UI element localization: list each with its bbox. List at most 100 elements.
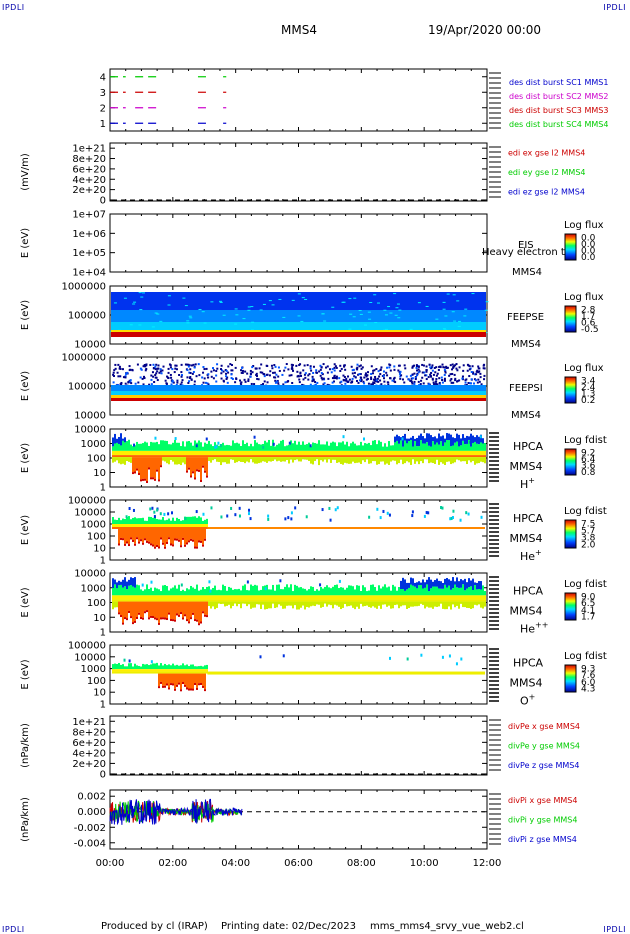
spectrogram-cell — [438, 444, 440, 451]
spectrogram-cell — [457, 325, 461, 327]
spectrogram-cell — [468, 457, 470, 461]
spectrogram-cell — [424, 455, 426, 458]
spectrogram-cell — [430, 446, 432, 451]
spectrogram-cell — [126, 441, 128, 451]
spectrogram-cell — [120, 450, 122, 456]
spectrogram-cell — [279, 579, 282, 583]
spectrogram-cell — [344, 589, 346, 596]
spectrogram-cell — [228, 455, 230, 458]
spectrogram-cell — [394, 457, 396, 461]
spectrogram-cell — [458, 434, 460, 447]
panel-7-colorbar-tick: 7.5 — [581, 520, 595, 530]
spectrogram-cell — [156, 662, 158, 670]
spectrogram-cell — [176, 517, 178, 524]
spectrogram-cell — [416, 455, 418, 458]
spectrogram-cell — [150, 601, 152, 616]
spectrogram-cell — [174, 529, 176, 539]
spectrogram-cell — [442, 601, 444, 609]
spectrogram-cell — [376, 444, 378, 451]
spectrogram-cell — [188, 666, 190, 670]
spectrogram-cell — [425, 365, 428, 368]
spectrogram-cell — [422, 436, 424, 444]
spectrogram-cell — [222, 442, 224, 451]
spectrogram-cell — [362, 437, 365, 441]
spectrogram-cell — [164, 529, 166, 547]
spectrogram-cell — [225, 375, 228, 378]
spectrogram-cell — [170, 543, 172, 546]
spectrogram-cell — [326, 457, 328, 463]
spectrogram-cell — [265, 364, 268, 367]
spectrogram-cell — [202, 527, 204, 529]
spectrogram-cell — [242, 601, 244, 604]
spectrogram-cell — [153, 381, 156, 384]
spectrogram-cell — [376, 507, 379, 511]
spectrogram-cell — [184, 595, 186, 600]
spectrogram-cell — [285, 363, 288, 366]
spectrogram-cell — [204, 589, 206, 596]
spectrogram-cell — [150, 595, 152, 600]
spectrogram-cell — [353, 371, 356, 374]
spectrogram-cell — [140, 595, 142, 600]
panel-3-ytick-label: 1e+05 — [72, 248, 106, 259]
spectrogram-cell — [196, 666, 198, 670]
spectrogram-cell — [114, 579, 116, 585]
spectrogram-cell — [338, 601, 340, 607]
spectrogram-cell — [302, 601, 304, 606]
spectrogram-cell — [416, 446, 418, 451]
panel-10-ytick-label: 0 — [100, 769, 106, 780]
spectrogram-cell — [377, 302, 381, 304]
spectrogram-cell — [458, 379, 461, 382]
spectrogram-cell — [448, 374, 451, 377]
spectrogram-cell — [366, 457, 368, 460]
spectrogram-cell — [224, 455, 226, 458]
spectrogram-cell — [312, 450, 314, 456]
legend-entry: edi ex gse l2 MMS4 — [508, 149, 585, 158]
spectrogram-cell — [136, 599, 138, 602]
spectrogram-cell — [200, 669, 202, 672]
spectrogram-cell — [178, 374, 181, 377]
spectrogram-cell — [114, 663, 116, 670]
spectrogram-cell — [304, 455, 306, 458]
spectrogram-cell — [260, 363, 263, 366]
spectrogram-cell — [130, 529, 132, 538]
spectrogram-cell — [164, 546, 166, 549]
spectrogram-cell — [150, 527, 152, 529]
spectrogram-cell — [218, 450, 220, 456]
spectrogram-cell — [218, 445, 220, 451]
spectrogram-cell — [344, 450, 346, 456]
spectrogram-cell — [164, 524, 166, 527]
spectrogram-cell — [280, 455, 282, 458]
spectrogram-cell — [374, 457, 376, 462]
spectrogram-cell — [375, 368, 378, 371]
spectrogram-cell — [192, 539, 194, 542]
spectrogram-cell — [120, 584, 122, 596]
spectrogram-cell — [196, 524, 198, 527]
spectrogram-cell — [376, 457, 378, 465]
spectrogram-cell — [342, 441, 344, 451]
spectrogram-cell — [394, 442, 396, 451]
spectrogram-cell — [228, 601, 230, 605]
spectrogram-cell — [178, 595, 180, 600]
spectrogram-cell — [374, 455, 376, 458]
panel-3-spacecraft-label: MMS4 — [512, 267, 542, 278]
spectrogram-cell — [470, 595, 472, 600]
spectrogram-cell — [160, 450, 162, 456]
spectrogram-cell — [238, 595, 240, 600]
spectrogram-cell — [154, 436, 157, 440]
spectrogram-cell — [401, 378, 404, 381]
spectrogram-cell — [148, 669, 150, 672]
spectrogram-cell — [422, 588, 424, 596]
spectrogram-cell — [328, 587, 330, 596]
spectrogram-cell — [141, 292, 145, 294]
spectrogram-cell — [116, 601, 118, 608]
spectrogram-cell — [234, 308, 238, 310]
spectrogram-cell — [286, 595, 288, 600]
spectrogram-cell — [402, 450, 404, 456]
spectrogram-cell — [352, 450, 354, 456]
spectrogram-cell — [470, 370, 473, 373]
panel-3-colorbar — [564, 233, 577, 261]
spectrogram-cell — [350, 450, 352, 456]
spectrogram-cell — [306, 364, 309, 367]
spectrogram-cell — [449, 373, 452, 376]
